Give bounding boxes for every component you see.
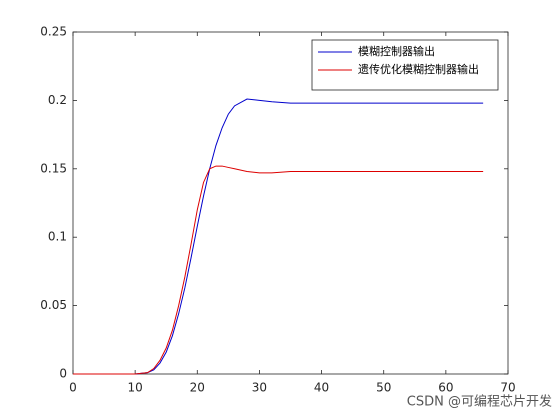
- watermark: CSDN @可编程芯片开发: [407, 394, 552, 410]
- x-tick-label: 20: [190, 381, 205, 395]
- y-tick-label: 0.1: [48, 230, 67, 244]
- line-series: [73, 165, 484, 375]
- legend-label: 遗传优化模糊控制器输出: [358, 62, 479, 76]
- x-tick-label: 30: [252, 381, 267, 395]
- y-tick-label: 0: [59, 367, 67, 381]
- x-tick-label: 50: [376, 381, 391, 395]
- y-tick-label: 0.25: [40, 25, 67, 39]
- x-tick-label: 70: [500, 381, 515, 395]
- legend-box: [311, 39, 499, 91]
- y-tick-label: 0.15: [40, 161, 67, 175]
- y-tick-label: 0.05: [40, 298, 67, 312]
- x-tick-label: 60: [438, 381, 453, 395]
- legend-label: 模糊控制器输出: [358, 44, 435, 58]
- x-tick-label: 0: [69, 381, 77, 395]
- y-tick-label: 0.2: [48, 93, 67, 107]
- line-series: [73, 98, 484, 375]
- x-tick-label: 40: [314, 381, 329, 395]
- x-tick-label: 10: [128, 381, 143, 395]
